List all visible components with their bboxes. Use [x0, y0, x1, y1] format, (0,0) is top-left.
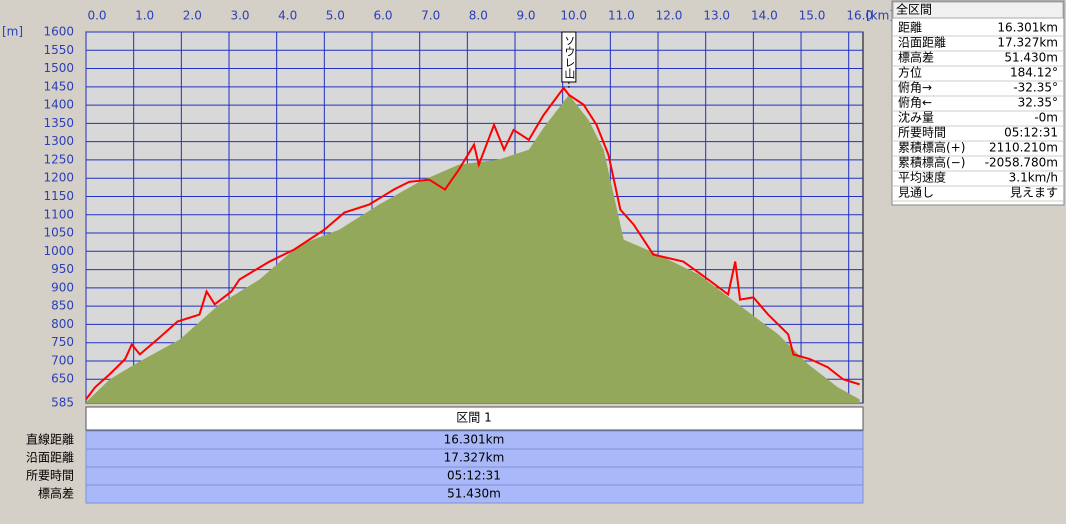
section-key: 所要時間 [26, 469, 74, 483]
section-value: 17.327km [444, 451, 505, 465]
x-tick-label: 2.0 [183, 9, 202, 23]
x-tick-label: 16.0 [846, 9, 873, 23]
panel-key: 見通し [898, 186, 934, 200]
x-tick-label: 15.0 [799, 9, 826, 23]
summary-panel: 全区間 距離 16.301km 沿面距離 17.327km 標高差 51.430m 方位 18… [891, 0, 1065, 206]
x-tick-label: 6.0 [373, 9, 392, 23]
y-tick-label: 800 [51, 317, 74, 331]
y-tick-label: 1400 [43, 98, 74, 112]
x-tick-label: 9.0 [516, 9, 535, 23]
section-header-box [85, 406, 864, 431]
y-tick-label: 585 [51, 396, 74, 410]
panel-value: -2058.780m [985, 156, 1058, 170]
x-tick-label: 10.0 [560, 9, 587, 23]
y-tick-label: 1100 [43, 207, 74, 221]
panel-value: 05:12:31 [1004, 126, 1058, 140]
y-axis-label: [m] [2, 25, 23, 39]
y-tick-label: 1300 [43, 134, 74, 148]
x-tick-label: 0.0 [87, 9, 106, 23]
panel-key: 方位 [898, 65, 922, 80]
y-tick-label: 900 [51, 280, 74, 294]
panel-key: 俯角← [898, 95, 932, 110]
x-tick-label: 8.0 [469, 9, 488, 23]
panel-key: 所要時間 [898, 126, 946, 140]
panel-value: -0m [1034, 111, 1058, 125]
terrain-area [86, 94, 860, 404]
section-key: 直線距離 [26, 432, 74, 447]
x-axis-label: [km] [866, 9, 894, 23]
section-key: 標高差 [38, 486, 74, 501]
track-line [85, 86, 860, 400]
x-tick-label: 12.0 [656, 9, 683, 23]
section-row [85, 484, 864, 504]
annotation-box [561, 31, 577, 83]
y-tick-label: 1250 [43, 152, 74, 166]
y-tick-label: 1050 [43, 226, 74, 240]
panel-value: -32.35° [1013, 81, 1058, 95]
panel-value: 3.1km/h [1009, 171, 1058, 185]
panel-key: 累積標高(−) [898, 155, 965, 170]
section-value: 05:12:31 [447, 469, 501, 483]
x-tick-label: 14.0 [751, 9, 778, 23]
panel-key: 標高差 [898, 50, 934, 65]
y-tick-label: 1500 [43, 61, 74, 75]
y-tick-label: 950 [51, 262, 74, 276]
y-tick-label: 1350 [43, 116, 74, 130]
panel-value: 見えます [1010, 186, 1058, 200]
y-tick-label: 850 [51, 299, 74, 313]
x-tick-label: 1.0 [135, 9, 154, 23]
x-tick-label: 7.0 [421, 9, 440, 23]
panel-value: 32.35° [1018, 96, 1058, 110]
panel-value: 184.12° [1010, 66, 1058, 80]
panel-value: 2110.210m [989, 141, 1058, 155]
y-tick-label: 750 [51, 335, 74, 349]
annotation: ソウレ山 [563, 35, 576, 79]
y-tick-label: 1600 [43, 25, 74, 39]
panel-key: 沈み量 [898, 110, 934, 125]
panel-key: 沿面距離 [898, 36, 946, 50]
y-tick-label: 1000 [43, 244, 74, 258]
section-header: 区間 1 [456, 411, 491, 425]
x-tick-label: 3.0 [230, 9, 249, 23]
section-key: 沿面距離 [26, 451, 74, 465]
section-value: 16.301km [444, 433, 505, 447]
panel-key: 平均速度 [898, 170, 946, 185]
panel-title: 全区間 [896, 2, 932, 17]
x-tick-label: 13.0 [703, 9, 730, 23]
y-tick-label: 1150 [43, 189, 74, 203]
y-tick-label: 1450 [43, 79, 74, 93]
x-tick-label: 4.0 [278, 9, 297, 23]
y-tick-label: 1200 [43, 171, 74, 185]
x-tick-label: 5.0 [326, 9, 345, 23]
section-value: 51.430m [447, 487, 501, 501]
panel-key: 俯角→ [898, 80, 932, 95]
panel-key: 距離 [898, 21, 922, 35]
panel-value: 51.430m [1004, 51, 1058, 65]
y-tick-label: 650 [51, 372, 74, 386]
panel-header [892, 1, 1064, 19]
panel-value: 16.301km [997, 21, 1058, 35]
x-tick-label: 11.0 [608, 9, 635, 23]
y-tick-label: 700 [51, 353, 74, 367]
y-tick-label: 1550 [43, 43, 74, 57]
panel-value: 17.327km [997, 36, 1058, 50]
panel-key: 累積標高(+) [898, 140, 965, 155]
